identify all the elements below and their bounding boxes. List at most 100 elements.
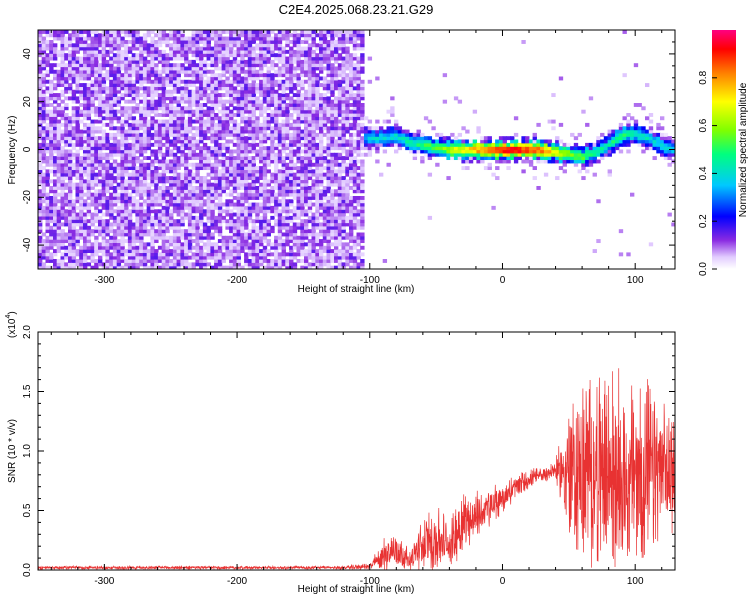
heatmap-cell	[38, 215, 43, 220]
heatmap-cell	[337, 136, 343, 141]
heatmap-cell	[169, 159, 174, 164]
heatmap-cell	[94, 162, 99, 167]
heatmap-cell	[112, 69, 118, 74]
heatmap-cell	[247, 202, 253, 207]
heatmap-cell	[296, 209, 301, 214]
heatmap-cell	[296, 66, 301, 71]
heatmap-cell	[319, 132, 324, 137]
heatmap-cell	[262, 176, 268, 181]
heatmap-cell	[49, 49, 54, 54]
heatmap-cell	[165, 159, 170, 164]
heatmap-cell	[64, 113, 69, 117]
heatmap-cell	[292, 189, 298, 194]
heatmap-cell	[176, 30, 181, 34]
heatmap-cell	[83, 136, 88, 141]
heatmap-cell	[124, 219, 129, 224]
heatmap-cell	[112, 59, 118, 64]
heatmap-cell	[109, 122, 114, 127]
heatmap-cell	[322, 249, 328, 254]
heatmap-cell	[142, 79, 148, 84]
heatmap-cell	[161, 172, 167, 177]
heatmap-cell	[214, 63, 219, 68]
heatmap-cell	[214, 79, 219, 84]
heatmap-cell	[292, 252, 298, 257]
heatmap-cell	[251, 103, 256, 107]
heatmap-cell	[86, 30, 92, 34]
heatmap-cell	[274, 113, 279, 117]
heatmap-cell	[146, 229, 152, 234]
heatmap-cell	[307, 69, 313, 74]
heatmap-cell	[131, 239, 137, 244]
heatmap-cell	[98, 40, 103, 44]
heatmap-cell	[255, 262, 260, 267]
heatmap-cell	[109, 103, 114, 107]
heatmap-cell	[172, 199, 178, 204]
heatmap-cell	[292, 172, 298, 177]
heatmap-cell	[266, 79, 271, 84]
heatmap-cell	[330, 179, 335, 184]
heatmap-cell	[255, 259, 260, 263]
heatmap-cell	[41, 176, 47, 181]
heatmap-cell	[161, 186, 167, 190]
heatmap-cell	[326, 126, 331, 131]
heatmap-cell	[247, 159, 253, 164]
heatmap-cell	[322, 132, 328, 137]
heatmap-cell	[109, 63, 114, 68]
heatmap-cell	[255, 129, 260, 134]
heatmap-cell	[285, 199, 290, 204]
heatmap-cell	[232, 119, 238, 124]
heatmap-cell	[232, 63, 238, 68]
heatmap-cell	[184, 229, 189, 234]
heatmap-cell	[71, 219, 77, 224]
heatmap-cell	[131, 83, 137, 88]
heatmap-cell	[274, 162, 279, 167]
heatmap-cell	[94, 119, 99, 124]
heatmap-cell	[154, 166, 159, 171]
heatmap-cell	[240, 149, 245, 154]
heatmap-cell	[98, 66, 103, 71]
heatmap-cell	[169, 249, 174, 254]
heatmap-cell	[112, 89, 118, 94]
heatmap-cell	[334, 245, 339, 250]
heatmap-cell	[169, 142, 174, 147]
heatmap-cell	[165, 239, 170, 244]
heatmap-cell	[142, 66, 148, 71]
heatmap-cell	[240, 83, 245, 88]
heatmap-cell	[86, 76, 92, 81]
heatmap-cell	[135, 209, 140, 214]
heatmap-cell	[90, 212, 95, 217]
heatmap-cell	[289, 126, 294, 131]
heatmap-cell	[105, 156, 110, 161]
heatmap-cell	[146, 162, 152, 167]
heatmap-cell	[124, 136, 129, 141]
heatmap-cell	[319, 149, 324, 154]
heatmap-cell	[60, 169, 65, 174]
heatmap-cell	[94, 33, 99, 38]
heatmap-cell	[334, 249, 339, 254]
heatmap-cell	[154, 252, 159, 257]
heatmap-cell	[75, 232, 80, 237]
heatmap-cell	[285, 179, 290, 184]
heatmap-cell	[176, 73, 181, 78]
heatmap-cell	[326, 179, 331, 184]
heatmap-cell	[135, 186, 140, 190]
heatmap-cell	[289, 186, 294, 190]
heatmap-cell	[90, 199, 95, 204]
heatmap-cell	[64, 212, 69, 217]
heatmap-cell	[60, 242, 65, 247]
heatmap-cell	[199, 119, 204, 124]
heatmap-cell	[165, 196, 170, 200]
heatmap-cell	[337, 225, 343, 230]
heatmap-cell	[191, 126, 196, 131]
heatmap-cell	[45, 149, 50, 154]
heatmap-cell	[172, 182, 178, 187]
heatmap-cell	[337, 146, 343, 151]
heatmap-cell	[266, 222, 271, 227]
heatmap-cell	[124, 169, 129, 174]
heatmap-cell	[229, 129, 234, 134]
heatmap-cell	[202, 119, 208, 124]
heatmap-cell	[202, 159, 208, 164]
heatmap-cell	[210, 83, 215, 88]
heatmap-cell	[221, 93, 226, 98]
heatmap-cell	[266, 265, 271, 269]
